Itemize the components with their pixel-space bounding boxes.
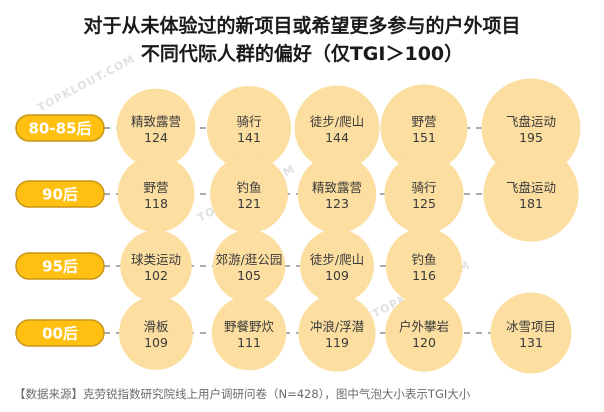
bubble-value: 181	[519, 196, 543, 211]
bubble-circle	[119, 296, 193, 370]
bubble-value: 195	[519, 130, 543, 145]
bubble-value: 105	[237, 268, 261, 283]
bubble-label: 郊游/逛公园	[216, 252, 283, 267]
bubble-value: 125	[412, 196, 436, 211]
bubble-circle	[212, 229, 286, 303]
group-label-pill	[15, 319, 105, 347]
bubble-label: 徒步/爬山	[310, 114, 364, 129]
group-label-layer: 80-85后 90后 95后 00后	[15, 114, 105, 347]
bubble-circle	[120, 230, 192, 302]
bubble-label: 徒步/爬山	[310, 252, 364, 267]
bubble-value: 141	[237, 130, 261, 145]
bubble-value: 116	[412, 268, 436, 283]
bubble-circle	[481, 78, 581, 178]
bubble-circle	[297, 154, 377, 234]
bubble-circle	[210, 155, 288, 233]
bubble-label: 精致露营	[131, 114, 181, 129]
bubble-value: 109	[325, 268, 349, 283]
bubble-circle	[206, 85, 292, 171]
bubble-value: 111	[237, 335, 261, 350]
group-label: 00后	[15, 319, 105, 347]
bubble-value: 144	[325, 130, 349, 145]
bubble-value: 119	[325, 335, 349, 350]
group-label-text: 90后	[42, 186, 78, 204]
group-label-pill	[15, 180, 105, 208]
bubble-label: 冰雪项目	[506, 319, 556, 334]
chart-title-line-2: 不同代际人群的偏好（仅TGI＞100）	[140, 43, 464, 65]
bubble-circle	[385, 227, 463, 305]
watermark-text: TOPKLOUT.COM	[35, 52, 137, 115]
chart-title: 对于从未体验过的新项目或希望更多参与的户外项目 不同代际人群的偏好（仅TGI＞1…	[0, 12, 604, 68]
group-label-text: 95后	[42, 258, 78, 276]
bubble-label: 球类运动	[131, 252, 181, 267]
bubble-layer: 精致露营124骑行141徒步/爬山144野营151飞盘运动195野营118钓鱼1…	[116, 78, 581, 374]
bubble-value: 121	[237, 196, 261, 211]
data-source-note: 【数据来源】克劳锐指数研究院线上用户调研问卷（N=428），图中气泡大小表示TG…	[14, 387, 471, 401]
group-label-text: 00后	[42, 325, 78, 343]
bubble-value: 102	[144, 268, 168, 283]
bubble-circle	[298, 294, 376, 372]
bubble-circle	[211, 295, 287, 371]
bubble-label: 骑行	[411, 180, 436, 195]
bubble-label: 钓鱼	[411, 252, 436, 267]
group-label: 90后	[15, 180, 105, 208]
bubble-label: 飞盘运动	[506, 180, 556, 195]
group-label: 80-85后	[15, 114, 105, 142]
bubble-value: 109	[144, 335, 168, 350]
bubble-label: 精致露营	[312, 180, 362, 195]
bubble-label: 野餐野炊	[224, 319, 275, 334]
bubble-value: 151	[412, 130, 436, 145]
bubble-label: 骑行	[236, 114, 261, 129]
bubble-label: 滑板	[143, 319, 169, 334]
chart-title-line-1: 对于从未体验过的新项目或希望更多参与的户外项目	[83, 15, 521, 37]
bubble-value: 124	[144, 130, 168, 145]
bubble-circle	[490, 292, 572, 374]
bubble-circle	[116, 88, 196, 168]
bubble-label: 冲浪/浮潜	[310, 319, 365, 334]
bubble-value: 123	[325, 196, 349, 211]
bubble-circle	[384, 154, 464, 234]
bubble-circle	[483, 146, 579, 242]
group-label-pill	[15, 114, 105, 142]
bubble-circle	[294, 85, 380, 171]
bubble-circle	[117, 155, 195, 233]
bubble-value: 118	[144, 196, 168, 211]
bubble-label: 户外攀岩	[399, 319, 449, 334]
group-label-text: 80-85后	[29, 120, 92, 138]
bubble-circle	[300, 229, 374, 303]
bubble-label: 飞盘运动	[506, 114, 556, 129]
bubble-label: 野营	[143, 180, 168, 195]
bubble-value: 131	[519, 335, 543, 350]
group-label-pill	[15, 252, 105, 280]
group-label: 95后	[15, 252, 105, 280]
bubble-circle	[380, 84, 468, 172]
bubble-label: 野营	[411, 114, 436, 129]
bubble-circle	[385, 294, 463, 372]
bubble-value: 120	[412, 335, 436, 350]
bubble-label: 钓鱼	[236, 180, 261, 195]
